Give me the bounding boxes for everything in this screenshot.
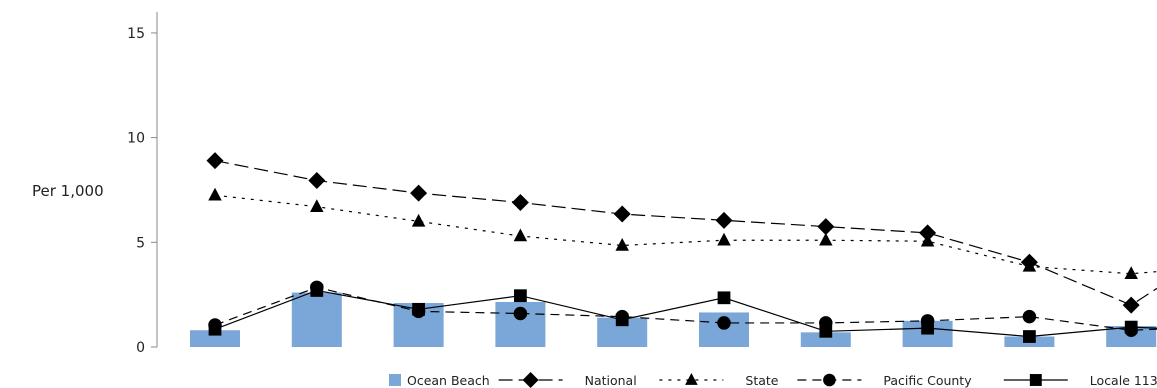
data-point [514, 289, 527, 303]
data-point [513, 306, 528, 321]
bar [190, 330, 240, 347]
legend-label: Locale 113 [1090, 373, 1157, 388]
data-point [817, 218, 835, 236]
data-point [685, 373, 698, 385]
data-point [717, 232, 731, 246]
data-point [823, 373, 836, 387]
data-point [1022, 258, 1037, 272]
data-point [1023, 330, 1036, 343]
legend-swatch [389, 374, 401, 386]
data-point [522, 372, 539, 388]
data-point [310, 284, 324, 297]
series-lines [214, 160, 1157, 338]
data-point [715, 211, 733, 229]
data-point [1029, 374, 1042, 386]
data-point [208, 322, 222, 336]
data-point [1022, 309, 1037, 324]
data-point [310, 199, 324, 212]
data-point [819, 232, 833, 246]
series-markers [206, 152, 1140, 343]
data-point [411, 213, 426, 227]
y-tick-label: 5 [136, 235, 145, 251]
legend-label: National [585, 373, 637, 388]
series-line [214, 286, 1157, 331]
data-point [920, 233, 935, 247]
data-point [513, 228, 528, 242]
y-tick-label: 15 [127, 26, 145, 42]
legend-label: Ocean Beach [407, 373, 490, 388]
data-point [1124, 266, 1138, 279]
data-point [919, 224, 937, 242]
legend: Ocean Beach National State Pacific County Lo… [389, 372, 1157, 388]
series-line [214, 289, 1157, 338]
data-point [511, 194, 529, 212]
y-axis-label: Per 1,000 [32, 182, 104, 200]
series-line [214, 194, 1157, 275]
legend-label: State [745, 373, 778, 388]
data-point [717, 316, 731, 330]
axes: 0 5 10 15 [127, 12, 158, 356]
y-tick-label: 0 [136, 340, 145, 356]
data-point [410, 184, 428, 202]
bar [291, 292, 342, 347]
data-point [208, 187, 222, 201]
data-point [1124, 320, 1138, 334]
data-point [819, 324, 833, 338]
data-point [921, 321, 934, 335]
data-point [1122, 296, 1140, 314]
data-point [613, 205, 631, 223]
data-point [412, 302, 425, 316]
bar [800, 332, 851, 347]
legend-label: Pacific County [883, 373, 972, 388]
data-point [717, 291, 731, 305]
series-line [214, 160, 1157, 306]
data-point [615, 237, 629, 251]
data-point [206, 152, 224, 170]
y-tick-label: 10 [127, 131, 145, 147]
data-point [308, 172, 326, 190]
data-point [615, 313, 629, 327]
